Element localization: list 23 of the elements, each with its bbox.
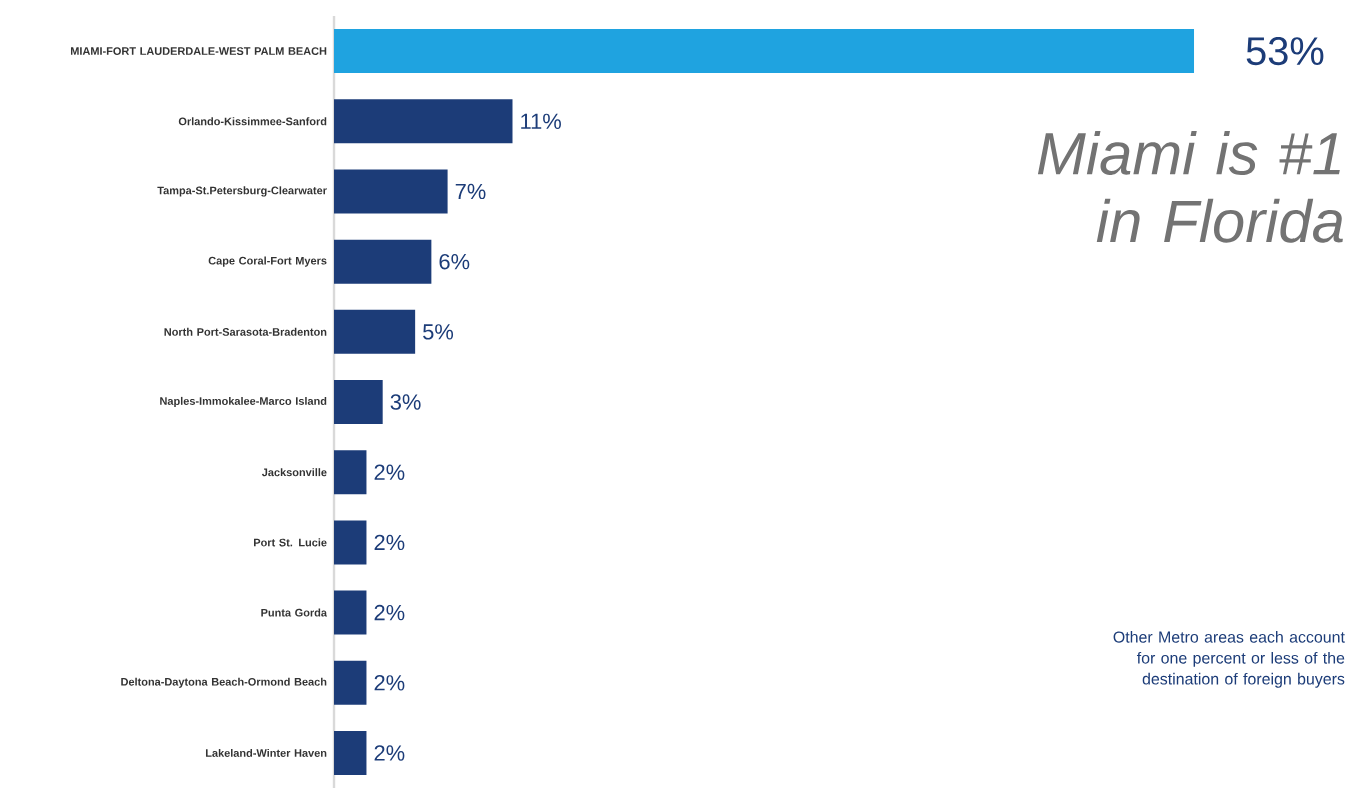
data-label: 3% (390, 394, 421, 410)
bar (334, 730, 367, 775)
data-label: 2% (374, 604, 405, 621)
bar (334, 29, 1195, 74)
bar (334, 590, 367, 635)
data-label: 5% (423, 324, 454, 340)
bar (334, 450, 367, 495)
data-label: 11% (521, 113, 561, 129)
data-label: 2% (374, 464, 405, 480)
bar (334, 380, 383, 425)
data-label: 6% (439, 253, 470, 270)
data-label: 2% (374, 534, 405, 551)
bar (334, 239, 432, 284)
bar (334, 169, 448, 214)
bar (334, 309, 416, 354)
data-label: 7% (455, 183, 486, 200)
data-label: 53% (1246, 37, 1324, 66)
data-label: 2% (374, 675, 405, 691)
data-label: 2% (374, 745, 405, 761)
bar (334, 520, 367, 565)
annotation: Miami is #1 in Florida (1037, 131, 1343, 243)
bar (334, 660, 367, 705)
bar (334, 99, 513, 144)
